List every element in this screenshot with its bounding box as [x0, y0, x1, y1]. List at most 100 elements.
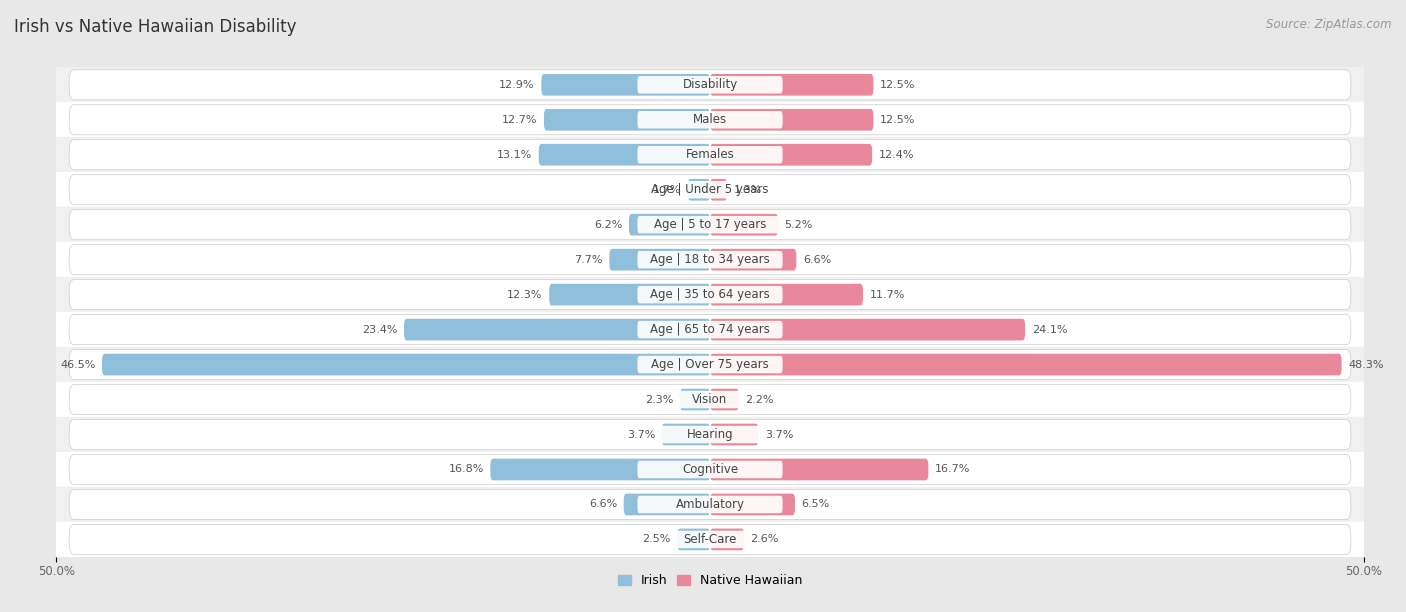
FancyBboxPatch shape — [710, 179, 727, 201]
Text: Hearing: Hearing — [686, 428, 734, 441]
FancyBboxPatch shape — [103, 354, 710, 375]
Text: 13.1%: 13.1% — [496, 150, 533, 160]
Text: 12.5%: 12.5% — [880, 115, 915, 125]
FancyBboxPatch shape — [637, 321, 783, 338]
FancyBboxPatch shape — [69, 174, 1351, 205]
FancyBboxPatch shape — [69, 349, 1351, 379]
Bar — [56, 522, 1364, 557]
Text: 12.5%: 12.5% — [880, 80, 915, 90]
Text: 6.6%: 6.6% — [803, 255, 831, 264]
FancyBboxPatch shape — [69, 70, 1351, 100]
FancyBboxPatch shape — [710, 249, 796, 271]
FancyBboxPatch shape — [69, 280, 1351, 310]
Text: 46.5%: 46.5% — [60, 360, 96, 370]
Text: 1.3%: 1.3% — [734, 185, 762, 195]
FancyBboxPatch shape — [637, 531, 783, 548]
FancyBboxPatch shape — [710, 529, 744, 550]
Text: 2.3%: 2.3% — [645, 395, 673, 405]
FancyBboxPatch shape — [681, 389, 710, 411]
FancyBboxPatch shape — [69, 384, 1351, 414]
Bar — [56, 67, 1364, 102]
Text: 3.7%: 3.7% — [765, 430, 793, 439]
Text: Ambulatory: Ambulatory — [675, 498, 745, 511]
Text: Vision: Vision — [692, 393, 728, 406]
Bar — [56, 137, 1364, 172]
FancyBboxPatch shape — [69, 210, 1351, 240]
FancyBboxPatch shape — [688, 179, 710, 201]
FancyBboxPatch shape — [710, 109, 873, 130]
FancyBboxPatch shape — [710, 354, 1341, 375]
FancyBboxPatch shape — [710, 424, 758, 446]
Bar — [56, 347, 1364, 382]
Text: 2.5%: 2.5% — [643, 534, 671, 545]
FancyBboxPatch shape — [710, 458, 928, 480]
Text: 23.4%: 23.4% — [361, 324, 398, 335]
FancyBboxPatch shape — [69, 315, 1351, 345]
FancyBboxPatch shape — [710, 214, 778, 236]
Text: 5.2%: 5.2% — [785, 220, 813, 230]
Bar — [56, 312, 1364, 347]
Text: Age | 35 to 64 years: Age | 35 to 64 years — [650, 288, 770, 301]
Bar — [56, 487, 1364, 522]
FancyBboxPatch shape — [491, 458, 710, 480]
Text: 6.6%: 6.6% — [589, 499, 617, 509]
FancyBboxPatch shape — [550, 284, 710, 305]
Text: Disability: Disability — [682, 78, 738, 91]
FancyBboxPatch shape — [69, 490, 1351, 520]
FancyBboxPatch shape — [710, 389, 738, 411]
FancyBboxPatch shape — [544, 109, 710, 130]
Bar — [56, 417, 1364, 452]
FancyBboxPatch shape — [69, 419, 1351, 450]
Text: 2.6%: 2.6% — [751, 534, 779, 545]
Text: Males: Males — [693, 113, 727, 126]
FancyBboxPatch shape — [637, 391, 783, 408]
Text: 1.7%: 1.7% — [652, 185, 682, 195]
Text: 2.2%: 2.2% — [745, 395, 773, 405]
Text: Age | 65 to 74 years: Age | 65 to 74 years — [650, 323, 770, 336]
FancyBboxPatch shape — [69, 140, 1351, 170]
FancyBboxPatch shape — [710, 494, 794, 515]
FancyBboxPatch shape — [637, 251, 783, 269]
Bar — [56, 207, 1364, 242]
FancyBboxPatch shape — [624, 494, 710, 515]
Text: 48.3%: 48.3% — [1348, 360, 1384, 370]
Bar — [56, 172, 1364, 207]
Text: 6.5%: 6.5% — [801, 499, 830, 509]
Bar — [56, 242, 1364, 277]
FancyBboxPatch shape — [538, 144, 710, 166]
Text: 24.1%: 24.1% — [1032, 324, 1067, 335]
Text: Source: ZipAtlas.com: Source: ZipAtlas.com — [1267, 18, 1392, 31]
Bar — [56, 277, 1364, 312]
Text: 11.7%: 11.7% — [869, 289, 905, 300]
Text: 12.4%: 12.4% — [879, 150, 914, 160]
FancyBboxPatch shape — [710, 284, 863, 305]
FancyBboxPatch shape — [69, 105, 1351, 135]
FancyBboxPatch shape — [637, 461, 783, 478]
Text: Age | 5 to 17 years: Age | 5 to 17 years — [654, 218, 766, 231]
Text: 12.7%: 12.7% — [502, 115, 537, 125]
FancyBboxPatch shape — [637, 146, 783, 163]
Text: 16.8%: 16.8% — [449, 465, 484, 474]
FancyBboxPatch shape — [637, 181, 783, 198]
FancyBboxPatch shape — [637, 76, 783, 94]
Text: Irish vs Native Hawaiian Disability: Irish vs Native Hawaiian Disability — [14, 18, 297, 36]
Text: Self-Care: Self-Care — [683, 533, 737, 546]
Text: 6.2%: 6.2% — [595, 220, 623, 230]
FancyBboxPatch shape — [710, 319, 1025, 340]
FancyBboxPatch shape — [637, 356, 783, 373]
Text: Age | Under 5 years: Age | Under 5 years — [651, 183, 769, 196]
FancyBboxPatch shape — [628, 214, 710, 236]
FancyBboxPatch shape — [710, 144, 872, 166]
FancyBboxPatch shape — [637, 111, 783, 129]
FancyBboxPatch shape — [678, 529, 710, 550]
FancyBboxPatch shape — [662, 424, 710, 446]
Text: 3.7%: 3.7% — [627, 430, 655, 439]
FancyBboxPatch shape — [69, 245, 1351, 275]
FancyBboxPatch shape — [637, 286, 783, 304]
FancyBboxPatch shape — [637, 216, 783, 233]
Text: Females: Females — [686, 148, 734, 161]
FancyBboxPatch shape — [541, 74, 710, 95]
Bar — [56, 382, 1364, 417]
FancyBboxPatch shape — [609, 249, 710, 271]
Text: Age | 18 to 34 years: Age | 18 to 34 years — [650, 253, 770, 266]
